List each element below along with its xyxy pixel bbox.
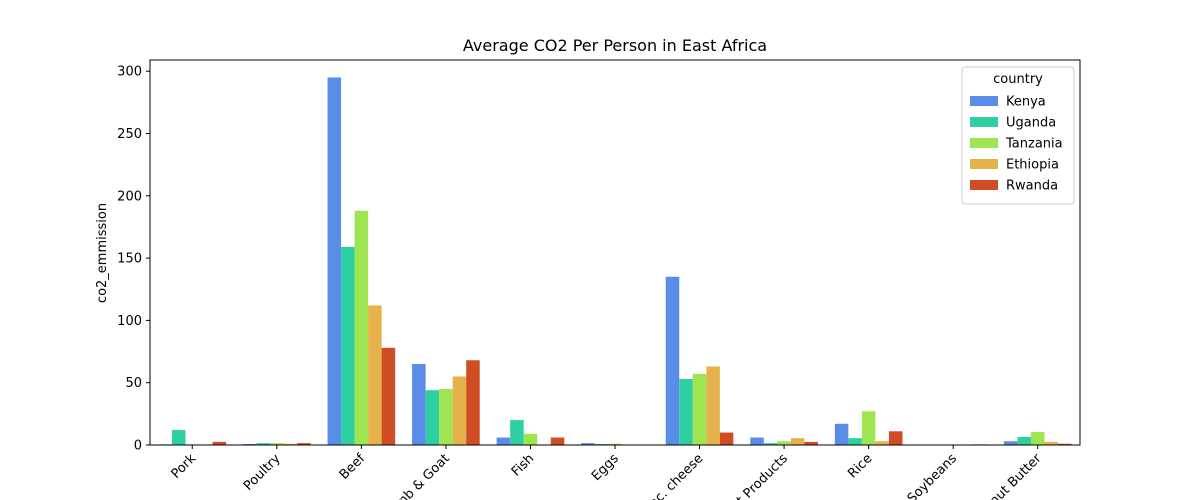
chart-title: Average CO2 Per Person in East Africa — [463, 36, 767, 55]
bar — [834, 423, 849, 445]
y-tick-label: 300 — [117, 65, 142, 80]
x-tick-label: Fish — [509, 451, 537, 479]
bar — [212, 441, 227, 445]
x-tick-label: Pork — [169, 451, 200, 482]
legend: country Kenya Uganda Tanzania Ethiopia Rwanda — [961, 66, 1075, 205]
bar — [750, 437, 764, 445]
bar — [763, 443, 778, 445]
bar — [496, 437, 511, 445]
y-tick-label: 50 — [125, 376, 142, 391]
bar — [777, 441, 791, 445]
bar — [790, 438, 805, 445]
legend-label: Tanzania — [1005, 137, 1063, 152]
bar — [550, 437, 565, 445]
bar — [665, 276, 680, 445]
x-tick-label: Beef — [337, 451, 369, 483]
bar — [327, 77, 342, 446]
bar — [368, 305, 382, 445]
bar — [706, 366, 720, 445]
bar — [848, 438, 862, 445]
bar — [1058, 443, 1072, 445]
legend-title: country — [993, 72, 1043, 87]
legend-label: Rwanda — [1006, 179, 1058, 194]
bar — [679, 378, 693, 445]
bar — [1044, 441, 1059, 445]
x-tick-label: Rice — [845, 451, 875, 481]
bar — [439, 388, 453, 445]
y-tick-label: 150 — [117, 252, 142, 267]
legend-swatch — [970, 138, 998, 148]
bar — [804, 441, 818, 445]
bar — [510, 420, 524, 445]
bar — [452, 376, 467, 445]
bar — [297, 443, 311, 445]
bar — [888, 431, 903, 445]
bar — [381, 347, 396, 445]
x-tick-label: Lamb & Goat — [382, 451, 453, 500]
plot-frame — [149, 59, 1081, 446]
x-tick-label: Milk - inc. cheese — [616, 451, 706, 500]
bar — [719, 432, 734, 445]
bar — [354, 210, 369, 445]
bar — [608, 443, 622, 445]
legend-swatch — [970, 96, 998, 106]
bar — [256, 443, 271, 445]
legend-swatch — [970, 159, 998, 169]
legend-swatch — [970, 117, 998, 127]
y-tick-label: 100 — [117, 314, 142, 329]
bar — [412, 364, 426, 445]
x-tick-label: Eggs — [589, 451, 622, 484]
bar — [1030, 431, 1045, 445]
bar — [1017, 436, 1031, 445]
bar — [1003, 441, 1018, 445]
legend-swatch — [970, 180, 998, 190]
bar — [270, 443, 284, 445]
bar — [283, 443, 298, 445]
bar — [171, 430, 186, 445]
bar — [861, 411, 876, 445]
bar — [425, 390, 440, 445]
x-tick-label: Soybeans — [905, 451, 960, 500]
y-tick-label: 200 — [117, 189, 142, 204]
bar — [466, 360, 480, 445]
x-tick-label: Poultry — [241, 451, 284, 494]
y-tick-label: 250 — [117, 127, 142, 142]
bar — [341, 246, 355, 445]
bar — [692, 373, 707, 445]
bar — [523, 433, 538, 445]
legend-label: Ethiopia — [1006, 158, 1059, 173]
bar — [875, 441, 889, 445]
legend-label: Kenya — [1006, 95, 1046, 110]
bar — [581, 443, 595, 445]
legend-label: Uganda — [1006, 116, 1056, 131]
y-tick-label: 0 — [134, 439, 142, 454]
y-axis-label: co2_emmission — [95, 203, 110, 303]
